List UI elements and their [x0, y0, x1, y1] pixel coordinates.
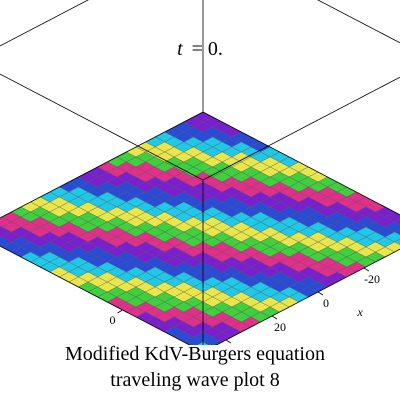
box-edge — [0, 245, 204, 353]
surface-patches — [0, 111, 400, 353]
title-variable: t — [177, 38, 183, 60]
bounding-box — [0, 0, 400, 353]
box-edge — [0, 73, 204, 181]
x-tick-mark — [317, 291, 324, 296]
x-tick-mark — [271, 315, 278, 320]
surface-patch — [394, 239, 400, 245]
box-edge — [317, 0, 400, 44]
caption-line-1: Modified KdV-Burgers equation — [65, 343, 325, 365]
box-edge — [202, 111, 400, 216]
surface-patch — [394, 229, 400, 235]
surface-patch — [0, 235, 3, 239]
x-tick-mark — [225, 339, 232, 344]
y-tick-mark — [117, 309, 123, 314]
x-tick-mark — [363, 267, 370, 272]
x-axis-label: x — [357, 305, 364, 319]
x-tick-label: 20 — [274, 320, 286, 334]
chart-title: t = 0. — [177, 38, 223, 60]
box-edge — [0, 0, 89, 47]
surface-patch — [394, 219, 400, 225]
x-tick-label: 0 — [323, 296, 329, 310]
surface-plot: 5000100001500020000-40-2002040x-10 t = 0… — [0, 0, 400, 358]
surface-patch — [0, 225, 3, 229]
box-edge — [202, 76, 400, 181]
box-edge — [0, 111, 204, 219]
y-tick-label: 0 — [110, 313, 116, 327]
axes: 5000100001500020000-40-2002040x-10 — [110, 267, 380, 358]
title-value: = 0. — [192, 38, 223, 60]
x-tick-label: -20 — [364, 272, 380, 286]
caption-line-2: traveling wave plot 8 — [110, 369, 280, 391]
